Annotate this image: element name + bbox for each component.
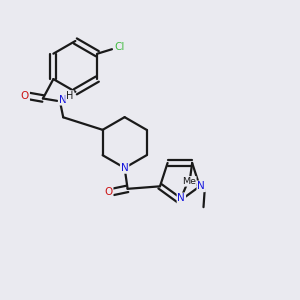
Text: O: O: [21, 91, 29, 101]
Text: N: N: [197, 181, 205, 191]
Text: O: O: [104, 187, 112, 197]
Text: Me: Me: [182, 177, 196, 186]
Text: N: N: [59, 95, 67, 105]
Text: N: N: [178, 194, 185, 203]
Text: H: H: [66, 91, 74, 101]
Text: Cl: Cl: [114, 42, 124, 52]
Text: N: N: [121, 163, 128, 173]
